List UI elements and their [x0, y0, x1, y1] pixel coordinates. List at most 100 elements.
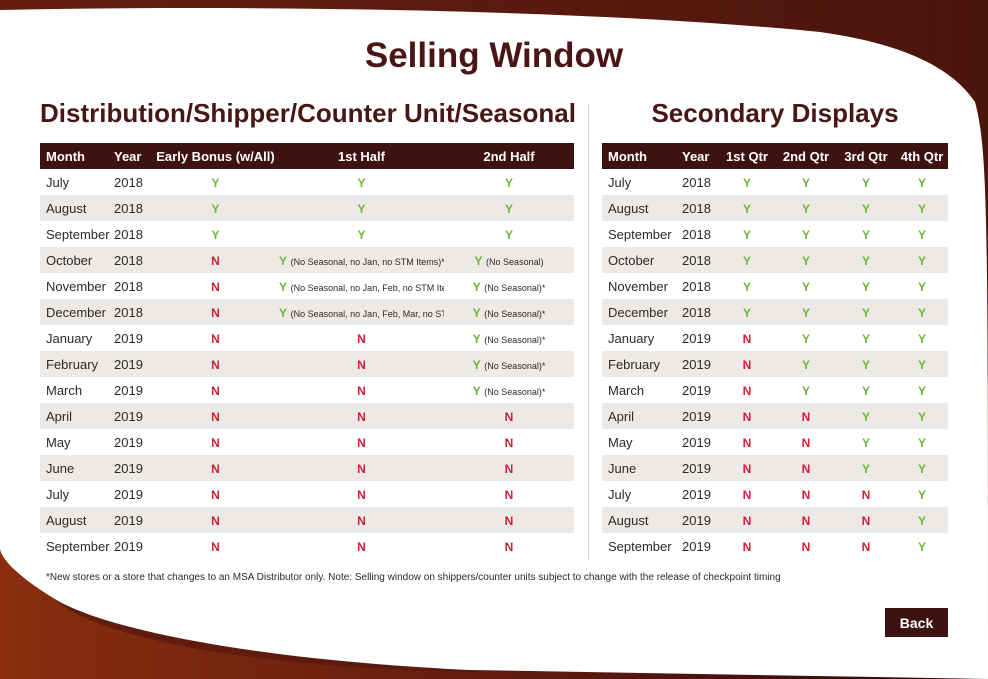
column-header-month: Month [40, 143, 112, 169]
q3-cell: Y [836, 429, 896, 455]
second-half-cell: N [444, 533, 574, 559]
q1-cell: Y [718, 195, 776, 221]
status-mark: Y [801, 175, 810, 190]
q4-cell: Y [896, 169, 948, 195]
early-bonus-cell: Y [152, 169, 279, 195]
q3-cell: Y [836, 169, 896, 195]
q2-cell: N [776, 507, 836, 533]
q4-cell: Y [896, 455, 948, 481]
table-row: September 2019 N N N [40, 533, 574, 559]
year-cell: 2018 [112, 299, 152, 325]
table-row: June 2019 N N N [40, 455, 574, 481]
month-cell: August [602, 507, 680, 533]
early-bonus-cell: N [152, 507, 279, 533]
q3-cell: Y [836, 377, 896, 403]
status-mark: N [211, 383, 220, 398]
second-half-cell: Y [444, 169, 574, 195]
year-cell: 2019 [680, 403, 718, 429]
month-cell: November [46, 278, 106, 294]
column-header-year: Year [112, 143, 152, 169]
status-mark: N [742, 487, 752, 502]
status-mark: N [504, 409, 514, 424]
q1-cell: N [718, 481, 776, 507]
year-cell: 2019 [114, 486, 143, 502]
first-half-cell: N [279, 429, 444, 455]
status-mark: N [211, 331, 220, 346]
year-cell: 2019 [680, 351, 718, 377]
year-cell: 2019 [114, 330, 143, 346]
status-mark: Y [211, 227, 220, 242]
status-mark: Y [472, 305, 481, 320]
first-half-cell: N [279, 481, 444, 507]
q3-cell: N [836, 481, 896, 507]
status-mark: N [861, 487, 871, 502]
status-mark: Y [504, 201, 513, 216]
q2-cell: Y [776, 247, 836, 273]
q1-cell: N [718, 351, 776, 377]
month-cell: October [602, 247, 680, 273]
year-cell: 2019 [112, 507, 152, 533]
status-mark: Y [861, 253, 870, 268]
status-mark: N [742, 539, 752, 554]
month-cell: March [608, 382, 645, 398]
q2-cell: N [776, 429, 836, 455]
q4-cell: Y [896, 195, 948, 221]
early-bonus-cell: N [152, 481, 279, 507]
status-mark: N [211, 253, 220, 268]
q3-cell: Y [836, 299, 896, 325]
q4-cell: Y [896, 377, 948, 403]
status-mark: N [742, 461, 752, 476]
cell-note: (No Seasonal, no Jan, no STM Items)* [290, 256, 444, 267]
status-mark: N [801, 513, 811, 528]
month-cell: August [40, 507, 112, 533]
q2-cell: N [776, 403, 836, 429]
table-row: November 2018 Y Y Y Y [602, 273, 948, 299]
q4-cell: Y [896, 221, 948, 247]
column-header-2nd-half: 2nd Half [444, 143, 574, 169]
month-cell: September [608, 226, 672, 242]
status-mark: Y [917, 279, 926, 294]
q3-cell: Y [836, 195, 896, 221]
status-mark: Y [917, 461, 926, 476]
second-half-cell: Y (No Seasonal) [444, 247, 574, 273]
status-mark: Y [472, 357, 481, 372]
q1-cell: Y [718, 273, 776, 299]
status-mark: Y [917, 487, 926, 502]
second-half-cell: N [444, 481, 574, 507]
q1-cell: Y [718, 247, 776, 273]
month-cell: April [40, 403, 112, 429]
year-cell: 2019 [682, 382, 711, 398]
month-cell: September [46, 538, 110, 554]
table-header-row: Month Year 1st Qtr 2nd Qtr 3rd Qtr 4th Q… [602, 143, 948, 169]
status-mark: Y [801, 253, 810, 268]
status-mark: Y [279, 279, 288, 294]
month-cell: August [40, 195, 112, 221]
q3-cell: Y [836, 351, 896, 377]
table-row: November 2018 N Y (No Seasonal, no Jan, Feb… [40, 273, 574, 299]
table-row: January 2019 N N Y (No Seasonal)* [40, 325, 574, 351]
second-half-cell: Y (No Seasonal)* [444, 273, 574, 299]
table-row: August 2019 N N N Y [602, 507, 948, 533]
q2-cell: Y [776, 325, 836, 351]
q3-cell: Y [836, 273, 896, 299]
back-button[interactable]: Back [885, 608, 948, 637]
early-bonus-cell: N [152, 351, 279, 377]
column-header-1st-qtr: 1st Qtr [718, 143, 776, 169]
first-half-cell: N [279, 533, 444, 559]
status-mark: Y [861, 461, 870, 476]
table-row: October 2018 Y Y Y Y [602, 247, 948, 273]
q1-cell: N [718, 533, 776, 559]
table-row: May 2019 N N N [40, 429, 574, 455]
early-bonus-cell: N [152, 247, 279, 273]
q2-cell: N [776, 455, 836, 481]
table-row: April 2019 N N N [40, 403, 574, 429]
status-mark: N [742, 383, 752, 398]
status-mark: N [211, 305, 220, 320]
year-cell: 2018 [114, 278, 143, 294]
q2-cell: Y [776, 195, 836, 221]
year-cell: 2018 [114, 226, 143, 242]
year-cell: 2019 [682, 330, 711, 346]
second-half-cell: Y [444, 221, 574, 247]
status-mark: N [211, 357, 220, 372]
distribution-table: Month Year Early Bonus (w/All) 1st Half … [40, 143, 574, 559]
